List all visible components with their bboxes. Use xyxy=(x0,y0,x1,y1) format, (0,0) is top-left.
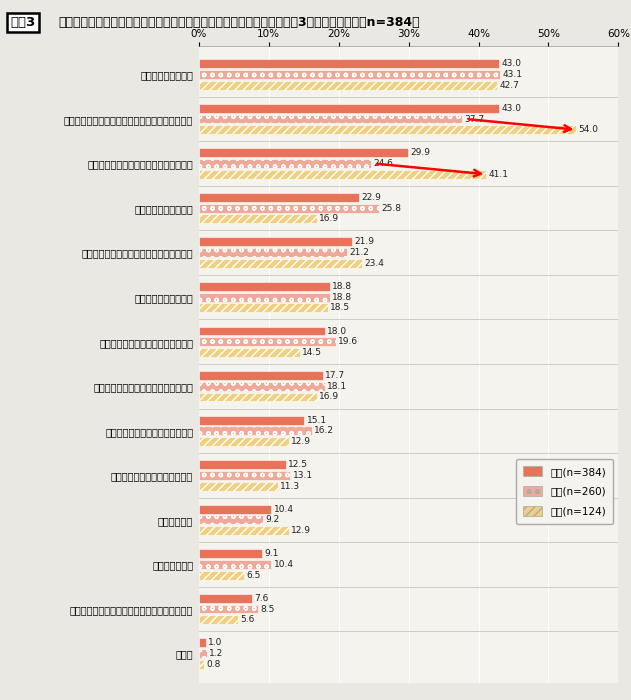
Bar xyxy=(199,214,317,223)
Bar xyxy=(199,193,359,202)
Bar xyxy=(199,526,289,535)
Bar xyxy=(199,327,324,335)
Bar xyxy=(199,170,487,178)
Text: 7.6: 7.6 xyxy=(254,594,268,603)
Text: 9.2: 9.2 xyxy=(265,515,280,524)
Text: 24.6: 24.6 xyxy=(373,159,392,168)
Bar xyxy=(199,104,500,113)
Bar xyxy=(199,560,271,569)
Text: 15.1: 15.1 xyxy=(307,416,327,425)
Text: 43.0: 43.0 xyxy=(502,104,522,113)
Text: 21.9: 21.9 xyxy=(354,237,374,246)
Text: 29.9: 29.9 xyxy=(410,148,430,158)
Bar xyxy=(199,460,286,469)
Bar xyxy=(199,60,500,68)
Bar xyxy=(199,348,300,357)
Text: 19.6: 19.6 xyxy=(338,337,358,346)
Text: 12.9: 12.9 xyxy=(291,437,311,446)
Text: 43.1: 43.1 xyxy=(502,70,522,79)
Bar xyxy=(199,660,204,668)
Bar xyxy=(199,382,326,391)
Text: 23.4: 23.4 xyxy=(365,259,384,268)
Bar xyxy=(199,148,408,158)
Text: 54.0: 54.0 xyxy=(579,125,599,134)
Bar xyxy=(199,282,330,291)
Text: 5.6: 5.6 xyxy=(240,615,254,624)
Bar xyxy=(199,70,500,79)
Bar xyxy=(199,482,278,491)
Text: 41.1: 41.1 xyxy=(488,169,509,178)
Text: 21.2: 21.2 xyxy=(349,248,369,257)
Bar xyxy=(199,570,244,580)
Text: これから仕事をしていく上で、どのようなことに不安がありますか。（3つまで選択可）（n=384）: これから仕事をしていく上で、どのようなことに不安がありますか。（3つまで選択可）… xyxy=(58,16,420,29)
Bar xyxy=(199,204,379,213)
Text: 18.8: 18.8 xyxy=(333,293,353,302)
Text: 18.8: 18.8 xyxy=(333,282,353,291)
Text: 10.4: 10.4 xyxy=(274,505,293,514)
Text: 16.9: 16.9 xyxy=(319,214,339,223)
Text: 18.0: 18.0 xyxy=(327,326,347,335)
Bar xyxy=(199,416,304,425)
Text: 18.1: 18.1 xyxy=(327,382,348,391)
Legend: 全体(n=384), 男性(n=260), 女性(n=124): 全体(n=384), 男性(n=260), 女性(n=124) xyxy=(516,459,613,524)
Bar xyxy=(199,550,262,558)
Bar xyxy=(199,115,463,123)
Bar xyxy=(199,393,317,401)
Text: 22.9: 22.9 xyxy=(361,193,381,202)
Text: 18.5: 18.5 xyxy=(330,303,350,312)
Bar xyxy=(199,80,497,90)
Bar xyxy=(199,471,290,480)
Bar xyxy=(199,248,347,257)
Bar xyxy=(199,426,312,435)
Text: 14.5: 14.5 xyxy=(302,348,322,357)
Text: 37.7: 37.7 xyxy=(464,115,485,123)
Text: 16.2: 16.2 xyxy=(314,426,334,435)
Text: 17.7: 17.7 xyxy=(324,371,345,380)
Bar xyxy=(199,259,362,268)
Text: 12.5: 12.5 xyxy=(288,460,309,469)
Text: 0.8: 0.8 xyxy=(206,659,221,668)
Bar xyxy=(199,594,252,603)
Text: 1.0: 1.0 xyxy=(208,638,222,648)
Bar xyxy=(199,293,330,302)
Text: 16.9: 16.9 xyxy=(319,393,339,402)
Text: 6.5: 6.5 xyxy=(246,570,261,580)
Text: 1.2: 1.2 xyxy=(209,649,223,658)
Bar xyxy=(199,337,336,346)
Bar xyxy=(199,505,271,514)
Bar xyxy=(199,303,328,312)
Text: 12.9: 12.9 xyxy=(291,526,311,535)
Text: 43.0: 43.0 xyxy=(502,60,522,69)
Bar xyxy=(199,437,289,446)
Bar xyxy=(199,371,322,380)
Bar xyxy=(199,515,263,524)
Text: 13.1: 13.1 xyxy=(293,471,312,480)
Bar xyxy=(199,125,577,134)
Bar xyxy=(199,159,371,168)
Text: 8.5: 8.5 xyxy=(261,605,274,613)
Bar xyxy=(199,605,258,613)
Text: 図表3: 図表3 xyxy=(10,16,35,29)
Text: 9.1: 9.1 xyxy=(264,550,279,559)
Text: 11.3: 11.3 xyxy=(280,482,300,491)
Bar xyxy=(199,237,352,246)
Text: 42.7: 42.7 xyxy=(500,80,519,90)
Bar xyxy=(199,649,207,658)
Text: 25.8: 25.8 xyxy=(381,204,401,213)
Bar xyxy=(199,615,238,624)
Bar xyxy=(199,638,206,648)
Text: 10.4: 10.4 xyxy=(274,560,293,569)
